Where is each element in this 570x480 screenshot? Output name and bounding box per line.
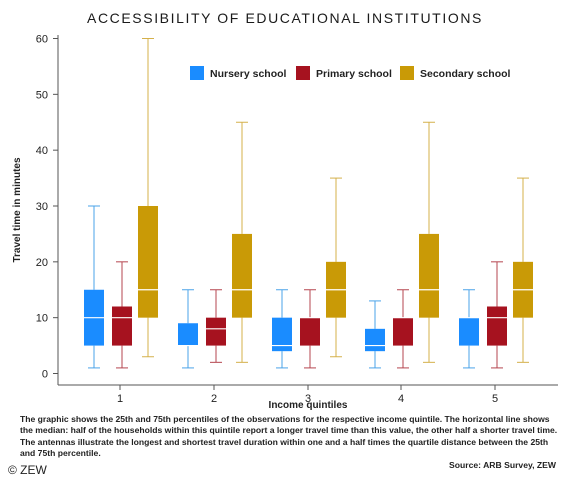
legend-label: Secondary school — [420, 68, 511, 80]
iqr-box — [272, 317, 292, 352]
iqr-box — [138, 206, 158, 318]
iqr-box — [459, 317, 479, 346]
chart-caption: The graphic shows the 25th and 75th perc… — [20, 414, 558, 459]
iqr-box — [393, 317, 413, 346]
y-axis: 0 10 20 30 40 50 60 Travel time in minutes — [12, 34, 59, 385]
chart-title: ACCESSIBILITY OF EDUCATIONAL INSTITUTION… — [87, 10, 483, 26]
box-secondary-school-q5 — [513, 177, 533, 363]
box-nursery-school-q5 — [459, 289, 479, 369]
y-tick-label: 0 — [42, 369, 48, 381]
box-secondary-school-q3 — [326, 177, 346, 358]
y-axis-label: Travel time in minutes — [12, 157, 23, 262]
box-nursery-school-q4 — [365, 300, 385, 369]
iqr-box — [419, 233, 439, 318]
x-tick-label: 1 — [117, 393, 123, 405]
box-primary-school-q1 — [112, 261, 132, 369]
iqr-box — [487, 306, 507, 346]
box-primary-school-q3 — [300, 289, 320, 369]
iqr-box — [232, 233, 252, 318]
x-tick-label: 2 — [211, 393, 217, 405]
source-note: Source: ARB Survey, ZEW — [449, 460, 556, 470]
legend-swatch — [296, 66, 310, 80]
boxplot-chart: 0 10 20 30 40 50 60 Travel time in minutes 1 2 3 4… — [12, 34, 558, 411]
iqr-box — [206, 317, 226, 346]
box-secondary-school-q4 — [419, 121, 439, 363]
box-secondary-school-q2 — [232, 121, 252, 363]
legend: Nursery school Primary school Secondary sc… — [190, 66, 511, 80]
x-tick-label: 4 — [398, 393, 404, 405]
x-tick-label: 5 — [492, 393, 498, 405]
legend-swatch — [400, 66, 414, 80]
plot-area — [84, 38, 533, 369]
box-primary-school-q2 — [206, 289, 226, 363]
y-tick-label: 40 — [36, 145, 48, 157]
box-nursery-school-q3 — [272, 289, 292, 369]
copyright-note: © ZEW — [8, 463, 47, 477]
box-secondary-school-q1 — [138, 38, 158, 358]
y-tick-label: 60 — [36, 34, 48, 46]
iqr-box — [300, 317, 320, 346]
box-nursery-school-q1 — [84, 205, 104, 369]
iqr-box — [365, 328, 385, 352]
y-tick-label: 10 — [36, 313, 48, 325]
box-primary-school-q5 — [487, 261, 507, 369]
iqr-box — [112, 306, 132, 346]
y-tick-label: 30 — [36, 201, 48, 213]
box-nursery-school-q2 — [178, 289, 198, 369]
legend-swatch — [190, 66, 204, 80]
box-primary-school-q4 — [393, 289, 413, 369]
x-tick-label: 3 — [305, 393, 311, 405]
legend-label: Nursery school — [210, 68, 287, 80]
iqr-box — [178, 323, 198, 346]
y-tick-label: 50 — [36, 89, 48, 101]
x-axis-label: Income quintiles — [269, 400, 348, 411]
legend-label: Primary school — [316, 68, 392, 80]
y-tick-label: 20 — [36, 257, 48, 269]
x-axis: 1 2 3 4 5 Income quintiles — [58, 384, 558, 411]
